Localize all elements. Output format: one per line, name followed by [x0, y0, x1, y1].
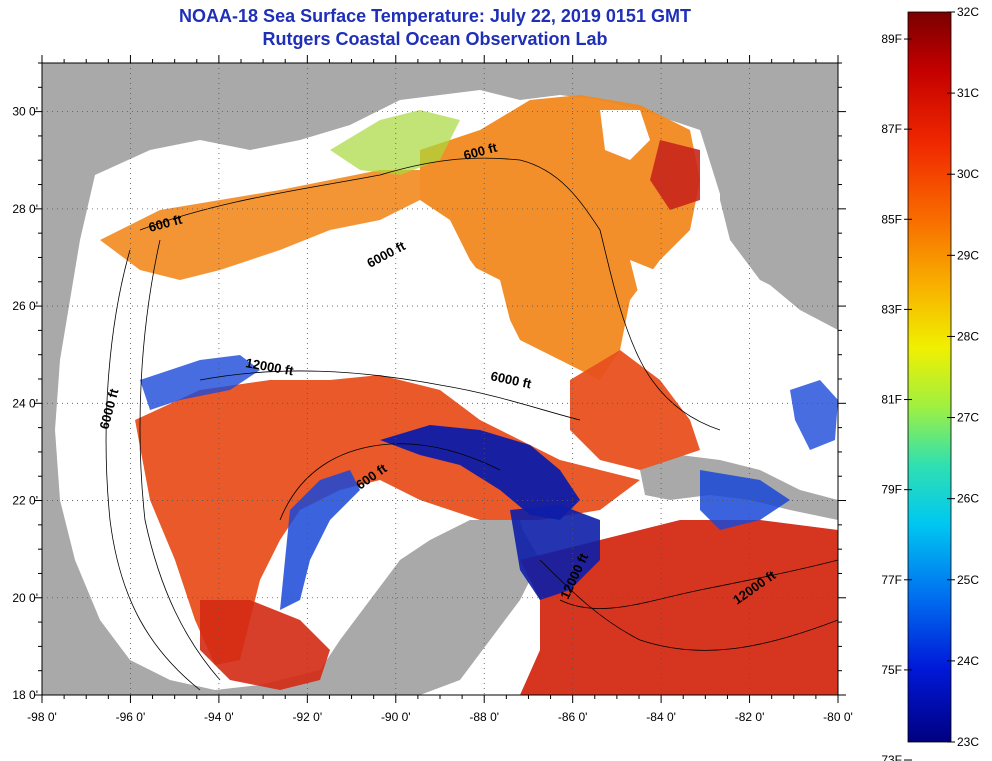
cloud-patch-center: [200, 255, 510, 370]
celsius-label: 23C: [957, 735, 979, 749]
map-axes: -98 0' -96 0' -94 0' -92 0' -90 0' -88 0' -86 …: [12, 55, 853, 724]
lon-label: -86 0': [558, 710, 588, 724]
fahrenheit-label: 83F: [881, 302, 902, 316]
celsius-label: 31C: [957, 86, 979, 100]
sst-field-north: [420, 95, 700, 380]
sst-field-hot-spot: [650, 140, 700, 210]
fahrenheit-label: 81F: [881, 393, 902, 407]
map-title: NOAA-18 Sea Surface Temperature: July 22…: [179, 6, 691, 26]
lon-label: -92 0': [293, 710, 323, 724]
graticule: [42, 63, 838, 695]
fahrenheit-label: 73F: [881, 753, 902, 761]
lon-label: -94 0': [204, 710, 234, 724]
florida-land: [700, 100, 838, 330]
color-bar-ticks: 32C 31C 30C 29C 28C 27C 26C 25C 24C 23C 89F 87F 85F 8…: [881, 5, 979, 761]
bathymetry-contours: [105, 157, 838, 691]
color-bar: [907, 11, 952, 743]
lat-label: 18 0': [12, 688, 38, 702]
lon-label: -88 0': [469, 710, 499, 724]
fahrenheit-label: 79F: [881, 483, 902, 497]
lon-label: -90 0': [381, 710, 411, 724]
lon-label: -84 0': [646, 710, 676, 724]
celsius-label: 30C: [957, 167, 979, 181]
sst-field-south: [570, 350, 700, 470]
cool-band-west: [280, 470, 360, 610]
fahrenheit-label: 89F: [881, 32, 902, 46]
lat-label: 26 0': [12, 299, 38, 313]
sst-field-caribbean: [520, 520, 838, 695]
sst-field-southwest: [200, 600, 330, 690]
cloud-patch-east: [630, 260, 740, 370]
celsius-label: 26C: [957, 492, 979, 506]
cool-band-campeche: [380, 425, 580, 520]
map-area: [42, 63, 838, 695]
lon-label: -82 0': [735, 710, 765, 724]
lat-label: 22 0': [12, 494, 38, 508]
map-subtitle: Rutgers Coastal Ocean Observation Lab: [262, 29, 608, 49]
celsius-label: 25C: [957, 573, 979, 587]
sst-field-nw: [100, 170, 420, 280]
lat-label: 30 0': [12, 105, 38, 119]
cool-patch-nw: [140, 355, 260, 410]
celsius-label: 32C: [957, 5, 979, 19]
yucatan-land: [330, 525, 540, 695]
fahrenheit-label: 85F: [881, 212, 902, 226]
celsius-label: 28C: [957, 329, 979, 343]
sst-field-green: [330, 110, 460, 175]
cool-patch-florida: [790, 380, 838, 450]
fahrenheit-label: 87F: [881, 122, 902, 136]
fahrenheit-label: 75F: [881, 663, 902, 677]
celsius-label: 24C: [957, 654, 979, 668]
lon-label: -80 0': [823, 710, 853, 724]
lon-label: -96 0': [116, 710, 146, 724]
cool-band-yucatan: [510, 505, 600, 600]
lat-label: 20 0': [12, 591, 38, 605]
lat-label: 28 0': [12, 202, 38, 216]
lat-label: 24 0': [12, 396, 38, 410]
celsius-label: 27C: [957, 411, 979, 425]
cloud-patch-ne: [600, 110, 650, 160]
cool-band-cuba: [700, 470, 790, 530]
celsius-label: 29C: [957, 248, 979, 262]
fahrenheit-label: 77F: [881, 573, 902, 587]
lon-label: -98 0': [27, 710, 57, 724]
